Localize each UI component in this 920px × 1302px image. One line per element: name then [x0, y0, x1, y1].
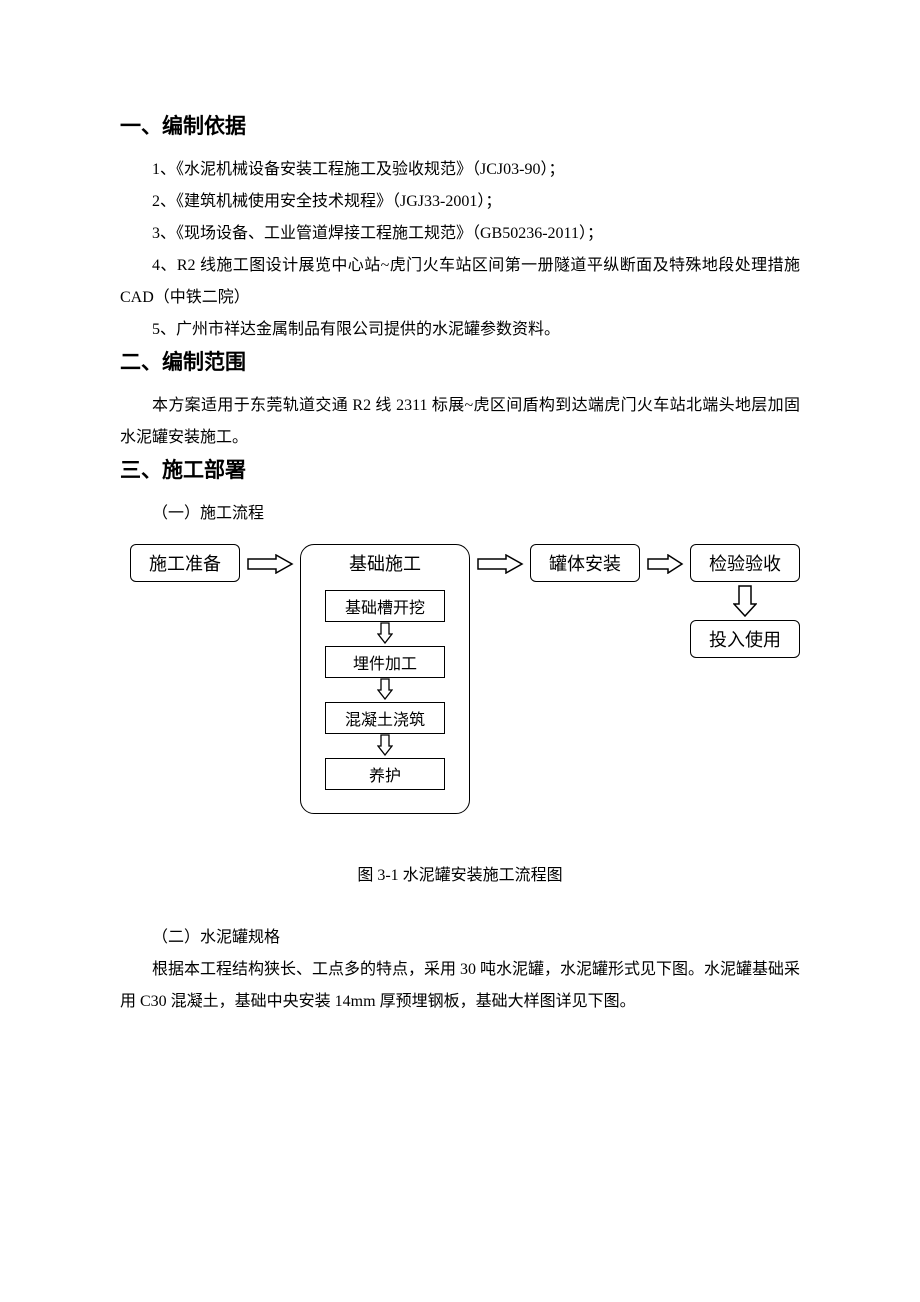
flow-node-use: 投入使用 — [690, 620, 800, 658]
arrow-right-icon — [246, 554, 294, 574]
section3-body2: 根据本工程结构狭长、工点多的特点，采用 30 吨水泥罐，水泥罐形式见下图。水泥罐… — [120, 954, 800, 1018]
arrow-right-icon — [476, 554, 524, 574]
section3-sub2: （二）水泥罐规格 — [120, 922, 800, 954]
section2-body: 本方案适用于东莞轨道交通 R2 线 2311 标展~虎区间盾构到达端虎门火车站北… — [120, 390, 800, 454]
section1-title: 一、编制依据 — [120, 110, 800, 140]
flow-node-sub3: 混凝土浇筑 — [325, 702, 445, 734]
flow-node-inspect: 检验验收 — [690, 544, 800, 582]
flow-node-foundation-title: 基础施工 — [325, 548, 445, 578]
flow-node-sub1: 基础槽开挖 — [325, 590, 445, 622]
flowchart-caption: 图 3-1 水泥罐安装施工流程图 — [120, 860, 800, 892]
section2-title: 二、编制范围 — [120, 346, 800, 376]
flow-node-prep: 施工准备 — [130, 544, 240, 582]
flow-node-sub2: 埋件加工 — [325, 646, 445, 678]
section3-sub1: （一）施工流程 — [120, 498, 800, 530]
spacer — [120, 892, 800, 922]
document-page: 一、编制依据 1、《水泥机械设备安装工程施工及验收规范》（JCJ03-90）； … — [0, 0, 920, 1302]
section3-title: 三、施工部署 — [120, 454, 800, 484]
arrow-down-icon — [377, 678, 393, 700]
arrow-down-icon — [733, 584, 757, 618]
arrow-down-icon — [377, 622, 393, 644]
flowchart: 施工准备 基础施工 基础槽开挖 埋件加工 混凝土浇筑 养护 罐体安装 检验验收 … — [120, 534, 800, 854]
flow-node-install: 罐体安装 — [530, 544, 640, 582]
section1-item-4: 4、R2 线施工图设计展览中心站~虎门火车站区间第一册隧道平纵断面及特殊地段处理… — [120, 250, 800, 314]
section1-item-3: 3、《现场设备、工业管道焊接工程施工规范》（GB50236-2011）； — [120, 218, 800, 250]
arrow-right-icon — [646, 554, 684, 574]
arrow-down-icon — [377, 734, 393, 756]
section1-item-2: 2、《建筑机械使用安全技术规程》（JGJ33-2001）； — [120, 186, 800, 218]
section1-item-5: 5、广州市祥达金属制品有限公司提供的水泥罐参数资料。 — [120, 314, 800, 346]
section1-item-1: 1、《水泥机械设备安装工程施工及验收规范》（JCJ03-90）； — [120, 154, 800, 186]
flow-node-sub4: 养护 — [325, 758, 445, 790]
